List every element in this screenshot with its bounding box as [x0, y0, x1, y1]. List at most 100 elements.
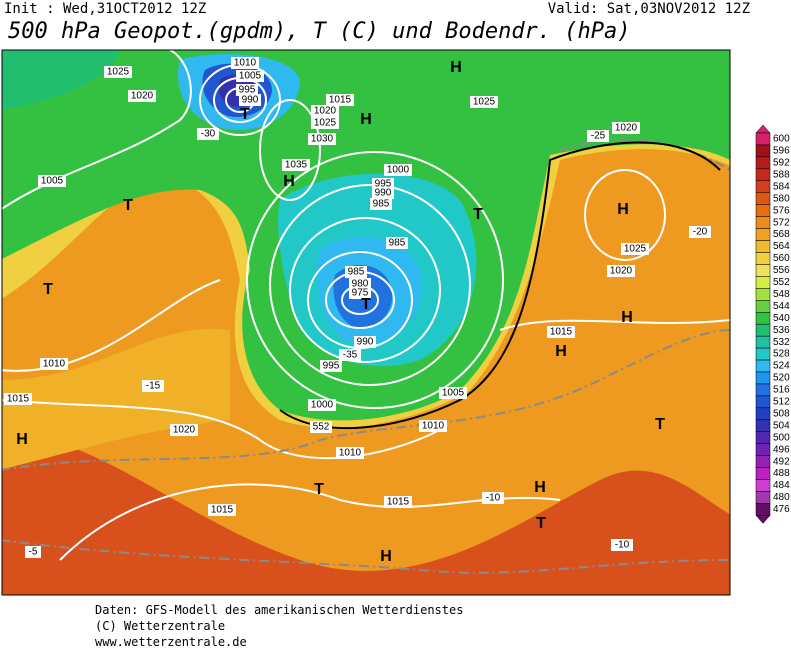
- colorbar-label: 524: [773, 361, 790, 372]
- contour-label: 985: [348, 267, 365, 278]
- pressure-center: T: [314, 481, 324, 498]
- pressure-center: H: [450, 59, 462, 76]
- contour-label: 1015: [550, 327, 573, 338]
- pressure-center: T: [43, 281, 53, 298]
- colorbar-label: 500: [773, 432, 790, 443]
- contour-label: 1020: [615, 123, 638, 134]
- footer-line: (C) Wetterzentrale: [95, 619, 225, 633]
- label-box: [482, 492, 504, 504]
- colorbar-label: 588: [773, 169, 790, 180]
- label-box: [372, 187, 394, 199]
- colorbar-label: 492: [773, 456, 790, 467]
- label-box: [547, 326, 575, 338]
- contour-label: -25: [591, 131, 606, 142]
- pressure-center: H: [283, 173, 295, 190]
- pressure-center: H: [534, 479, 546, 496]
- label-box: [419, 420, 447, 432]
- colorbar-label: 564: [773, 241, 790, 252]
- label-box: [208, 504, 236, 516]
- label-box: [370, 198, 392, 210]
- label-box: [349, 287, 371, 299]
- colorbar-swatch: [755, 407, 771, 421]
- colorbar-swatch: [755, 276, 771, 289]
- colorbar-swatch: [755, 168, 771, 182]
- contour-label: 1020: [131, 91, 154, 102]
- label-box: [311, 105, 339, 117]
- colorbar-arrow: [755, 124, 771, 134]
- pressure-center: H: [555, 343, 567, 360]
- colorbar-swatch: [755, 252, 771, 265]
- label-box: [308, 399, 336, 411]
- contour-label: 1025: [473, 97, 496, 108]
- contour-label: 1015: [211, 505, 234, 516]
- colorbar-label: 576: [773, 205, 790, 216]
- label-box: [621, 243, 649, 255]
- contour-label: 975: [352, 288, 369, 299]
- colorbar-swatch: [755, 240, 771, 253]
- label-box: [384, 496, 412, 508]
- label-box: [336, 447, 364, 459]
- label-box: [611, 539, 633, 551]
- colorbar-swatch: [755, 455, 771, 468]
- contour-label: -35: [343, 350, 358, 361]
- contour-label: 1015: [7, 394, 30, 405]
- colorbar-swatch: [755, 204, 771, 217]
- colorbar-swatch: [755, 264, 771, 277]
- colorbar-label: 532: [773, 337, 790, 348]
- colorbar-swatch: [755, 288, 771, 301]
- colorbar-swatch: [755, 347, 771, 361]
- contour-label: 990: [242, 95, 259, 106]
- colorbar-label: 496: [773, 444, 790, 455]
- colorbar-swatch: [755, 503, 771, 516]
- pressure-center: H: [621, 309, 633, 326]
- colorbar-label: 560: [773, 253, 790, 264]
- colorbar-swatch: [755, 467, 771, 480]
- label-box: [128, 90, 156, 102]
- pressure-center: H: [16, 431, 28, 448]
- colorbar-swatch: [755, 359, 771, 373]
- contour-label: -20: [693, 227, 708, 238]
- pressure-center: T: [240, 106, 250, 123]
- contour-label: 990: [357, 337, 374, 348]
- contour-label: -5: [29, 547, 38, 558]
- colorbar-swatch: [755, 144, 771, 158]
- label-box: [170, 424, 198, 436]
- label-box: [326, 94, 354, 106]
- label-box: [38, 175, 66, 187]
- label-box: [25, 546, 41, 558]
- colorbar-swatch: [755, 192, 771, 205]
- contour-label: -30: [201, 129, 216, 140]
- map-labels: 1025102010101005995990THH101510201025103…: [4, 57, 711, 565]
- contour-label: 552: [313, 422, 330, 433]
- colorbar-label: 548: [773, 289, 790, 300]
- contour-label: 1015: [387, 497, 410, 508]
- colorbar-swatch: [755, 491, 771, 504]
- footer-line: Daten: GFS-Modell des amerikanischen Wet…: [95, 603, 463, 617]
- contour-label: 995: [375, 179, 392, 190]
- colorbar-swatch: [755, 156, 771, 170]
- label-box: [587, 130, 609, 142]
- contour-label: 1000: [387, 165, 410, 176]
- colorbar-label: 592: [773, 158, 790, 169]
- contour-label: 1020: [610, 266, 633, 277]
- contour-label: -10: [615, 540, 630, 551]
- colorbar-label: 528: [773, 349, 790, 360]
- contour-label: 990: [375, 188, 392, 199]
- colorbar-label: 520: [773, 373, 790, 384]
- label-box: [4, 393, 32, 405]
- label-box: [320, 360, 342, 372]
- label-box: [339, 349, 361, 361]
- contour-label: 1030: [311, 134, 334, 145]
- label-box: [386, 237, 408, 249]
- pressure-center: H: [380, 548, 392, 565]
- colorbar-label: 476: [773, 504, 790, 515]
- colorbar-label: 580: [773, 193, 790, 204]
- contour-label: -10: [486, 493, 501, 504]
- contour-label: 1025: [624, 244, 647, 255]
- contour-label: 1035: [285, 160, 308, 171]
- contour-label: 1005: [239, 71, 262, 82]
- label-box: [197, 128, 219, 140]
- colorbar-label: 484: [773, 480, 790, 491]
- contour-label: 1010: [234, 58, 257, 69]
